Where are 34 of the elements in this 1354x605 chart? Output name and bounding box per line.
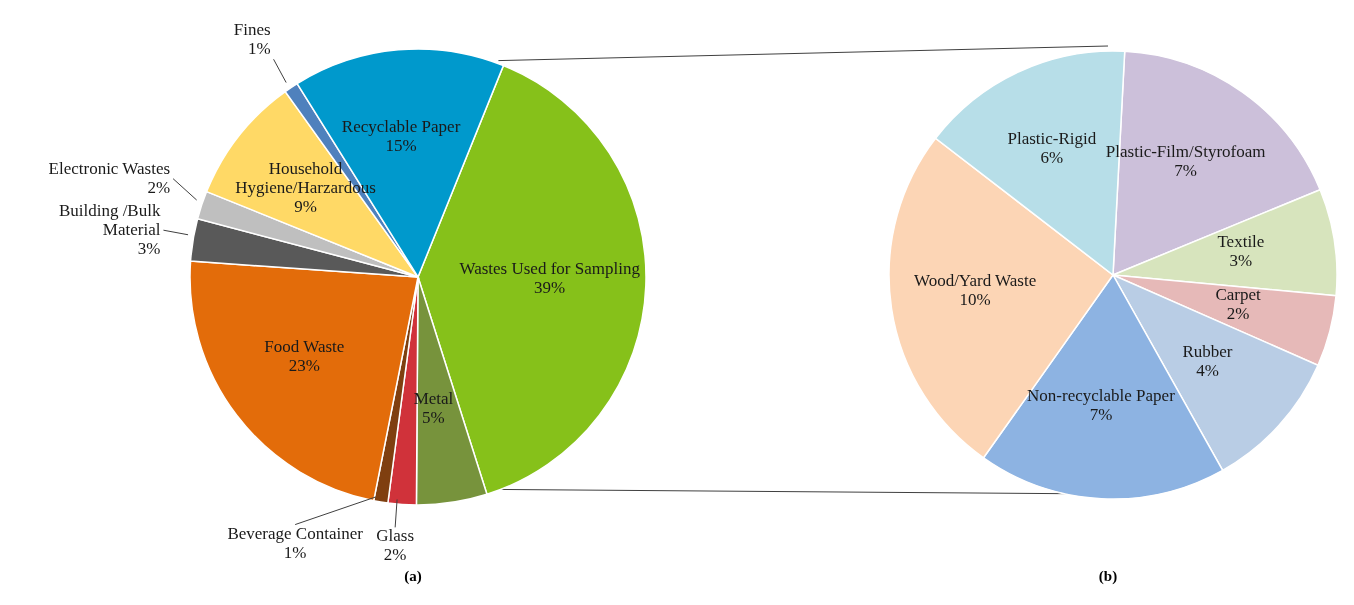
data-label: 10% xyxy=(959,290,991,310)
slice-label: Food Waste xyxy=(264,336,345,356)
data-label: 2% xyxy=(1226,304,1250,324)
data-label: 2% xyxy=(383,545,407,565)
slice-label: Plastic-Rigid xyxy=(1007,129,1097,149)
data-label: 6% xyxy=(1040,148,1064,168)
slice-label: Fines xyxy=(233,20,271,40)
data-label: 1% xyxy=(247,39,271,59)
slice-label: Beverage Container xyxy=(227,523,364,543)
slice-label: Carpet xyxy=(1215,285,1262,305)
data-label: 4% xyxy=(1196,360,1219,380)
data-label: 2% xyxy=(147,177,171,197)
data-label: 7% xyxy=(1089,404,1113,424)
slice-label: Glass xyxy=(376,526,415,546)
text: (b) xyxy=(1097,568,1119,585)
data-label: 7% xyxy=(1174,160,1198,180)
text: (a) xyxy=(403,568,423,585)
data-label: 23% xyxy=(288,355,320,375)
slice-label: Rubber xyxy=(1182,341,1233,361)
data-label: 1% xyxy=(283,542,307,562)
slice-label: Wood/Yard Waste xyxy=(913,271,1037,291)
data-label: 39% xyxy=(534,277,566,297)
slice-label: Electronic Wastes xyxy=(48,158,171,178)
slice-label: Building /Bulk Material xyxy=(58,200,161,239)
data-label: 3% xyxy=(137,238,161,258)
slice-label: Wastes Used for Sampling xyxy=(459,258,641,278)
slice-label: Recyclable Paper xyxy=(341,117,461,137)
slice-label: Plastic-Film/Styrofoam xyxy=(1105,141,1266,161)
data-label: 15% xyxy=(385,136,417,156)
slice-label: Textile xyxy=(1217,231,1265,251)
data-label: 3% xyxy=(1229,250,1253,270)
data-label: 5% xyxy=(422,407,445,427)
data-label: 9% xyxy=(294,197,317,217)
slice-label: Non-recyclable Paper xyxy=(1027,385,1176,405)
